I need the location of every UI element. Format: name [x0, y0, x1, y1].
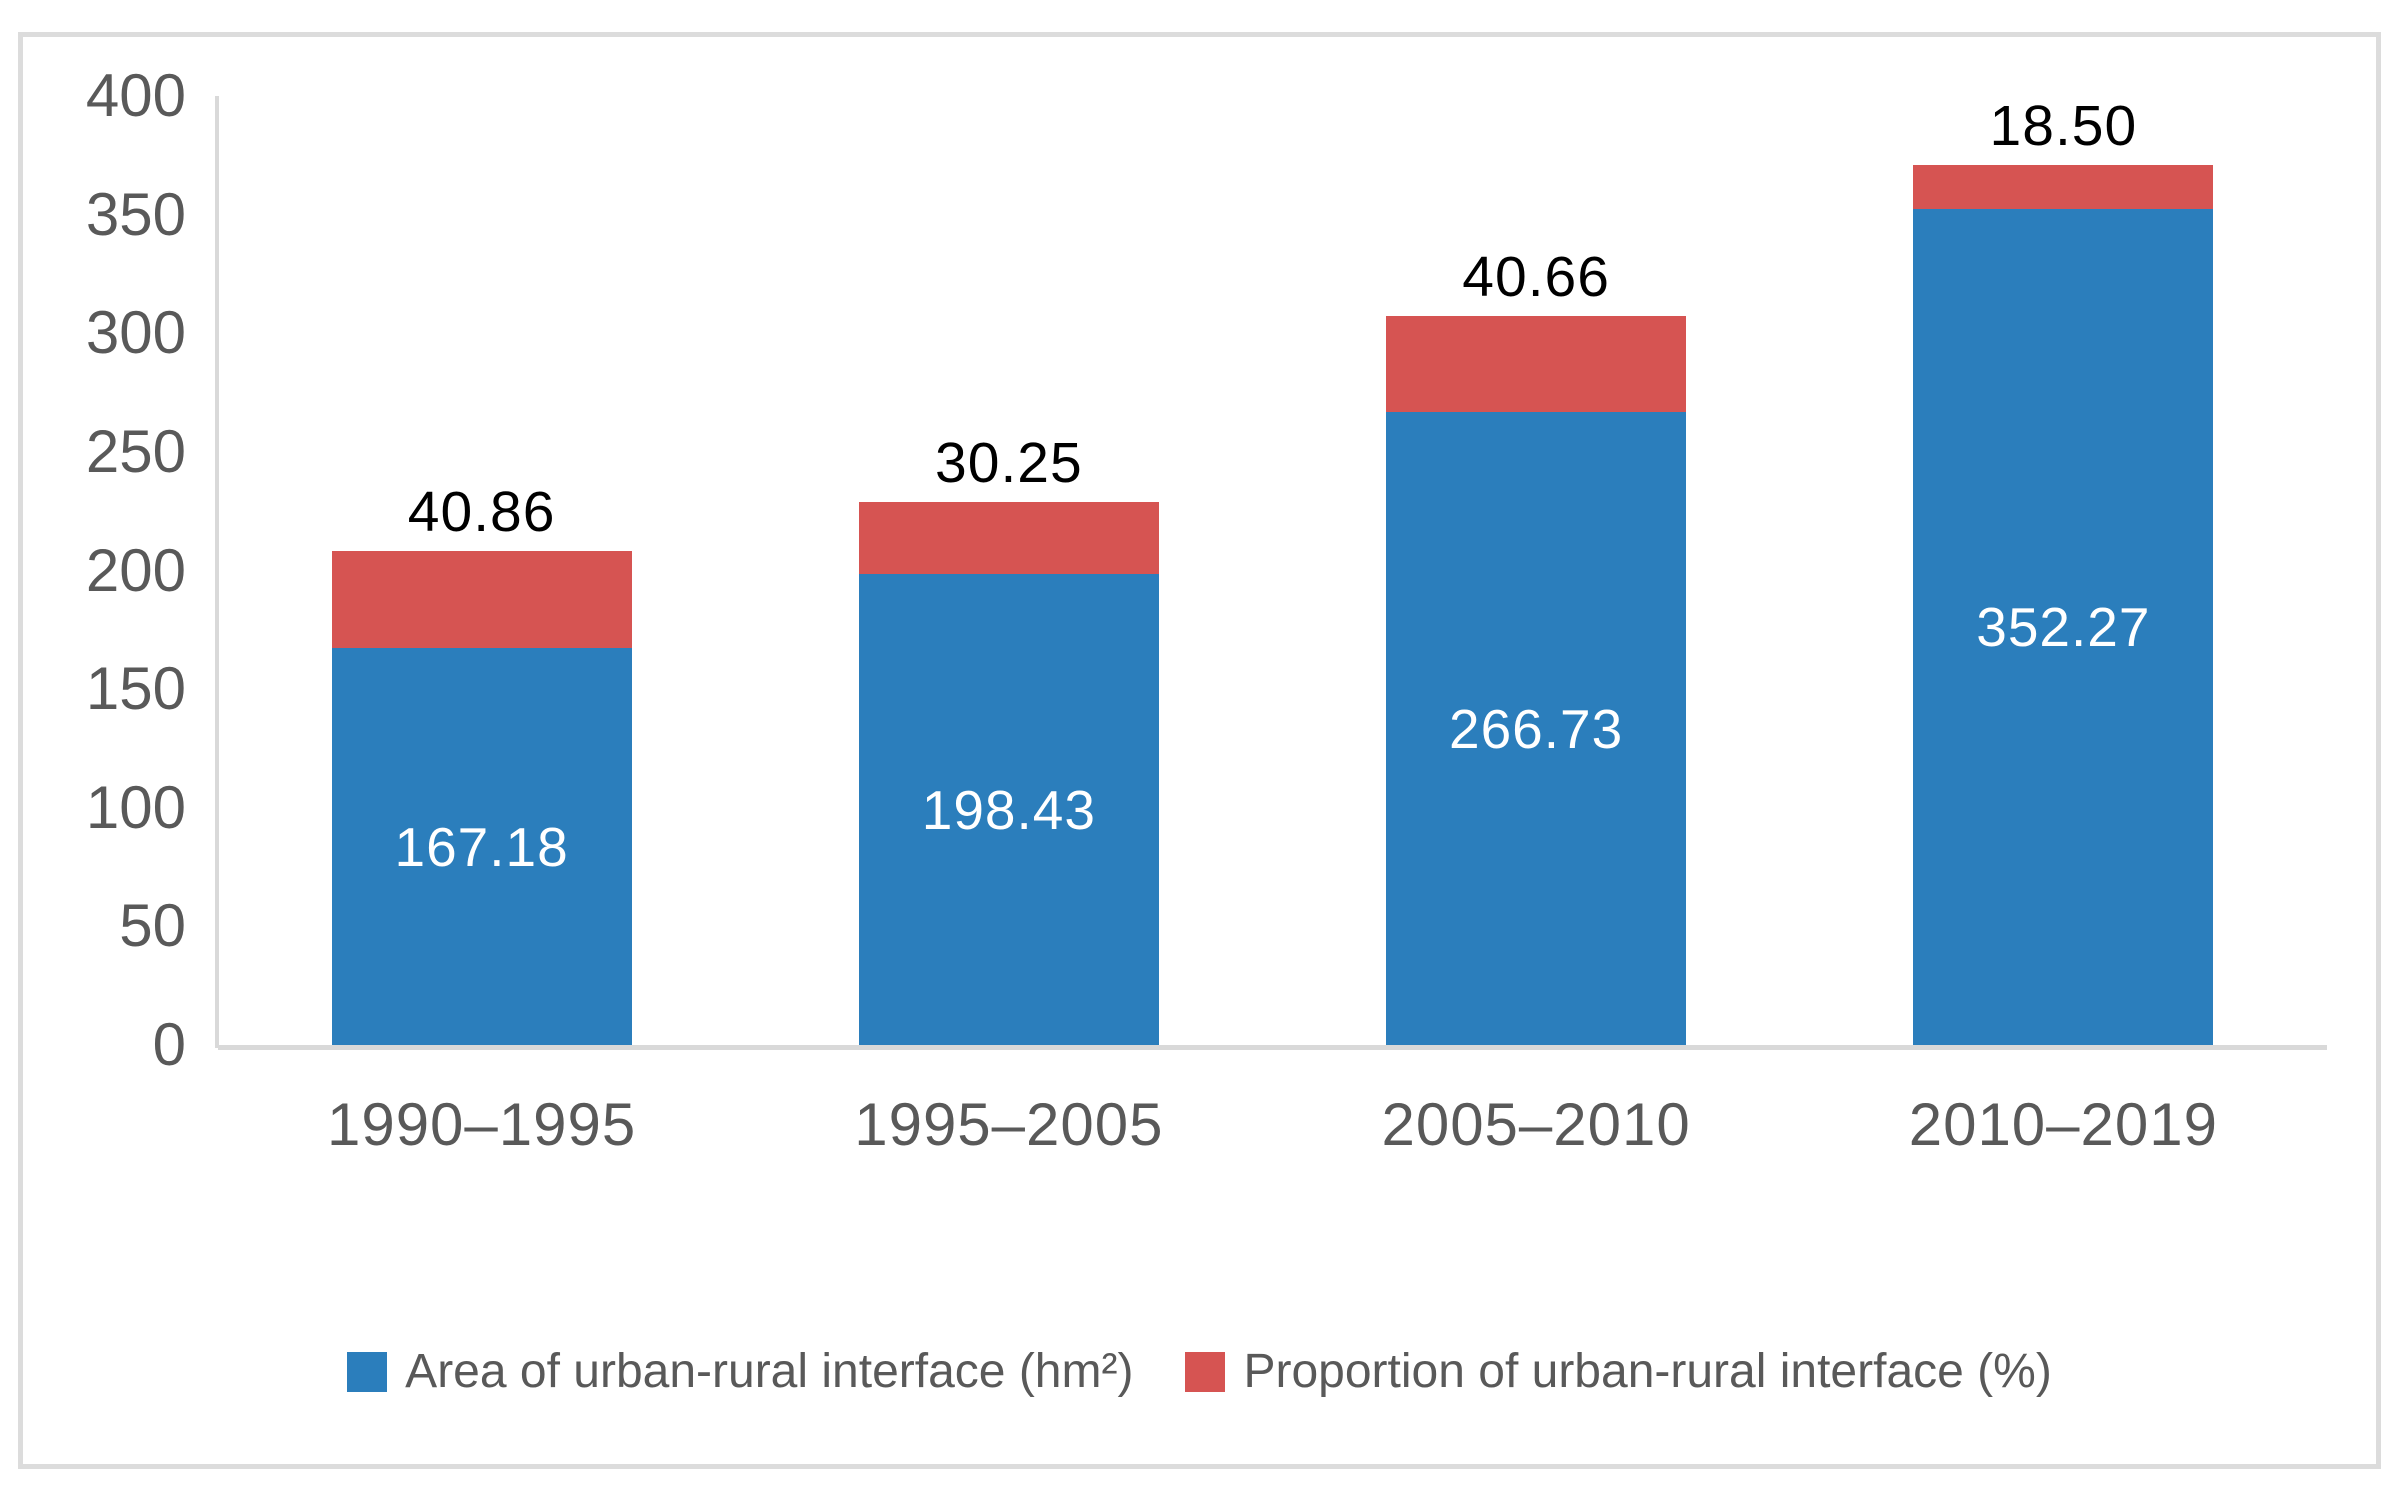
y-axis-tick-label: 400 [85, 62, 186, 129]
legend-item: Proportion of urban-rural interface (%) [1185, 1345, 2052, 1398]
y-axis-tick-label: 100 [85, 773, 186, 841]
data-label-proportion: 18.50 [1989, 94, 2138, 159]
category-label: 1990–1995 [326, 1091, 637, 1158]
bar-segment-area: 198.43 [858, 574, 1159, 1045]
figure-border [18, 32, 2381, 1469]
legend-label: Area of urban-rural interface (hm²) [405, 1345, 1134, 1398]
legend-swatch-area [347, 1352, 388, 1392]
bar-segment-proportion [858, 502, 1159, 575]
legend-item: Area of urban-rural interface (hm²) [347, 1348, 1133, 1396]
category-label: 1995–2005 [854, 1091, 1164, 1158]
category-label: 2010–2019 [1908, 1091, 2219, 1158]
data-label-area: 198.43 [921, 778, 1096, 841]
bar-segment-area: 167.18 [331, 648, 632, 1045]
y-axis-tick-label: 300 [85, 299, 186, 367]
category-label: 2005–2010 [1381, 1091, 1691, 1158]
bar-group: 18.50 352.27 [1913, 98, 2214, 1045]
y-axis-tick-label: 250 [85, 417, 186, 485]
legend: Area of urban-rural interface (hm²) Propo… [18, 1348, 2381, 1396]
data-label-area: 167.18 [394, 815, 569, 878]
y-axis-tick-label: 50 [119, 892, 186, 960]
bar-segment-area: 352.27 [1913, 209, 2214, 1045]
bar-group: 40.66 266.73 [1386, 248, 1687, 1045]
bar-group: 30.25 198.43 [858, 435, 1159, 1045]
x-axis-labels: 1990–1995 1995–2005 2005–2010 2010–2019 [218, 1092, 2327, 1158]
y-axis-tick-label: 350 [85, 180, 186, 248]
y-axis-tick-label: 150 [85, 655, 186, 723]
y-axis-line [215, 96, 219, 1048]
y-axis-tick-label: 0 [152, 1011, 186, 1078]
legend-label: Proportion of urban-rural interface (%) [1243, 1345, 2052, 1398]
plot-area: 40.86 167.18 30.25 198.43 40.66 266.73 18.50 35… [218, 96, 2327, 1045]
bar-group: 40.86 167.18 [331, 484, 632, 1045]
bar-segment-area: 266.73 [1386, 412, 1687, 1045]
x-axis-baseline [218, 1045, 2327, 1050]
data-label-proportion: 40.66 [1462, 244, 1610, 309]
legend-swatch-proportion [1185, 1352, 1226, 1392]
bar-segment-proportion [1386, 315, 1687, 413]
y-axis-tick-label: 200 [85, 536, 186, 604]
data-label-proportion: 30.25 [935, 431, 1083, 496]
bar-segment-proportion [331, 551, 632, 649]
data-label-proportion: 40.86 [407, 480, 556, 545]
bar-segment-proportion [1913, 165, 2214, 210]
data-label-area: 352.27 [1976, 596, 2151, 659]
data-label-area: 266.73 [1449, 697, 1624, 760]
